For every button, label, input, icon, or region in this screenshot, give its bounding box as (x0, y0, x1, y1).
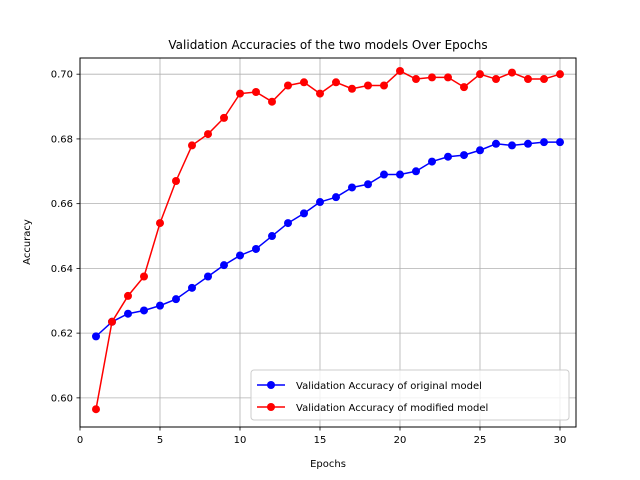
data-point-modified (364, 81, 372, 90)
data-point-original (204, 272, 212, 281)
data-point-modified (492, 75, 500, 84)
data-point-original (140, 306, 148, 315)
y-tick-label: 0.62 (51, 329, 73, 340)
data-point-modified (508, 68, 516, 77)
x-tick-label: 20 (394, 435, 407, 446)
data-point-original (556, 138, 564, 147)
plot-frame (79, 57, 577, 428)
axis-ticks: 0 5 10 15 20 25 30 0.60 0.62 0.64 0.66 0.68 0.70 (51, 70, 567, 446)
data-point-original (396, 170, 404, 179)
y-tick-label: 0.64 (51, 264, 73, 275)
y-tick-label: 0.68 (51, 134, 73, 145)
x-tick-label: 5 (157, 435, 163, 446)
data-point-modified (92, 405, 100, 414)
data-point-original (124, 309, 132, 318)
data-point-original (92, 332, 100, 341)
legend: Validation Accuracy of original model Va… (250, 369, 570, 421)
data-point-modified (556, 70, 564, 79)
data-point-modified (156, 219, 164, 228)
data-point-modified (236, 89, 244, 98)
y-tick-label: 0.60 (51, 393, 73, 404)
y-axis-title: Accuracy (22, 219, 33, 265)
series-modified (92, 66, 564, 414)
data-point-original (380, 170, 388, 179)
data-point-original (540, 138, 548, 147)
x-tick-label: 0 (77, 435, 83, 446)
y-tick-label: 0.70 (51, 70, 73, 81)
x-tick-label: 25 (474, 435, 487, 446)
data-point-original (172, 295, 180, 304)
x-axis-title: Epochs (310, 459, 346, 470)
data-point-modified (300, 78, 308, 87)
data-point-modified (284, 81, 292, 90)
data-point-modified (444, 73, 452, 82)
data-point-original (508, 141, 516, 150)
data-point-original (428, 157, 436, 166)
data-point-modified (332, 78, 340, 87)
data-point-original (412, 167, 420, 176)
data-point-original (524, 139, 532, 148)
data-point-modified (268, 97, 276, 106)
legend-label-modified: Validation Accuracy of modified model (296, 403, 488, 414)
data-point-modified (172, 177, 180, 185)
data-point-modified (380, 81, 388, 90)
data-point-original (188, 283, 196, 292)
data-point-modified (108, 317, 116, 326)
data-point-modified (476, 70, 484, 79)
series-original (92, 138, 564, 341)
data-point-modified (348, 84, 356, 93)
x-tick-label: 10 (234, 435, 247, 446)
data-point-original (492, 139, 500, 148)
data-point-original (220, 261, 228, 270)
data-point-modified (204, 130, 212, 139)
grid (79, 58, 576, 427)
legend-label-original: Validation Accuracy of original model (296, 381, 482, 392)
data-point-original (444, 152, 452, 161)
data-point-original (236, 251, 244, 260)
data-point-original (332, 193, 340, 202)
data-point-modified (124, 291, 132, 300)
series-layer (92, 66, 564, 414)
data-point-modified (188, 141, 196, 150)
data-point-modified (396, 66, 404, 75)
y-tick-label: 0.66 (51, 199, 73, 210)
data-point-modified (412, 75, 420, 84)
x-tick-label: 15 (314, 435, 327, 446)
data-point-original (316, 198, 324, 207)
data-point-modified (140, 272, 148, 281)
legend-marker-original (267, 381, 275, 389)
data-point-modified (540, 75, 548, 84)
data-point-modified (220, 113, 228, 122)
data-point-modified (460, 83, 468, 92)
data-point-original (268, 232, 276, 241)
data-point-original (348, 183, 356, 192)
data-point-original (476, 146, 484, 155)
data-point-modified (316, 89, 324, 98)
data-point-original (252, 244, 260, 253)
legend-marker-modified (267, 403, 275, 411)
data-point-original (460, 151, 468, 160)
data-point-modified (524, 75, 532, 84)
data-point-original (284, 219, 292, 228)
legend-box (250, 369, 570, 421)
data-point-original (156, 301, 164, 310)
data-point-original (300, 209, 308, 218)
x-tick-label: 30 (554, 435, 567, 446)
data-point-modified (252, 87, 260, 96)
data-point-original (364, 180, 372, 189)
data-point-modified (428, 73, 436, 82)
chart-title: Validation Accuracies of the two models … (168, 38, 487, 52)
